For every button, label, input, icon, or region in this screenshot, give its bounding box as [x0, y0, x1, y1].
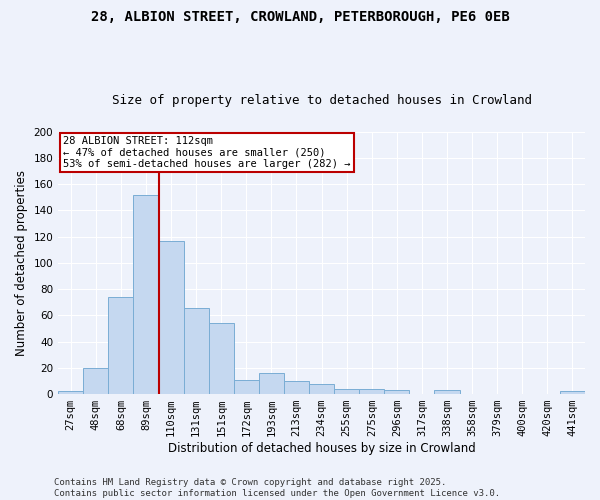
Bar — [158, 240, 184, 394]
Bar — [133, 194, 158, 394]
Bar — [434, 390, 460, 394]
Bar — [83, 368, 109, 394]
Bar — [284, 381, 309, 394]
Text: 28, ALBION STREET, CROWLAND, PETERBOROUGH, PE6 0EB: 28, ALBION STREET, CROWLAND, PETERBOROUG… — [91, 10, 509, 24]
Y-axis label: Number of detached properties: Number of detached properties — [15, 170, 28, 356]
Text: Contains HM Land Registry data © Crown copyright and database right 2025.
Contai: Contains HM Land Registry data © Crown c… — [54, 478, 500, 498]
X-axis label: Distribution of detached houses by size in Crowland: Distribution of detached houses by size … — [168, 442, 475, 455]
Bar — [259, 373, 284, 394]
Bar — [334, 389, 359, 394]
Bar — [560, 392, 585, 394]
Bar — [209, 324, 234, 394]
Bar — [109, 297, 133, 394]
Bar — [385, 390, 409, 394]
Bar — [58, 392, 83, 394]
Bar — [309, 384, 334, 394]
Bar — [359, 389, 385, 394]
Text: 28 ALBION STREET: 112sqm
← 47% of detached houses are smaller (250)
53% of semi-: 28 ALBION STREET: 112sqm ← 47% of detach… — [63, 136, 350, 169]
Bar — [234, 380, 259, 394]
Title: Size of property relative to detached houses in Crowland: Size of property relative to detached ho… — [112, 94, 532, 107]
Bar — [184, 308, 209, 394]
